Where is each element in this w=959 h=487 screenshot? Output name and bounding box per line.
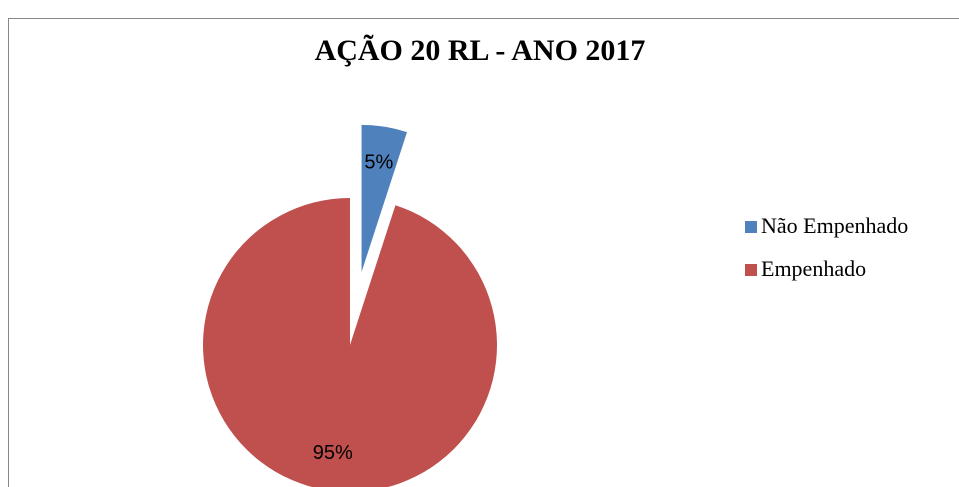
pie-slice [361,124,408,272]
data-label: 95% [313,442,353,464]
legend-label: Não Empenhado [761,213,908,238]
chart-frame [8,18,959,487]
pie-slice [203,198,497,487]
chart-title: AÇÃO 20 RL - ANO 2017 [315,34,646,67]
legend-label: Empenhado [761,256,866,281]
legend-swatch [745,264,757,276]
data-label: 5% [364,151,393,173]
legend-swatch [745,221,757,233]
